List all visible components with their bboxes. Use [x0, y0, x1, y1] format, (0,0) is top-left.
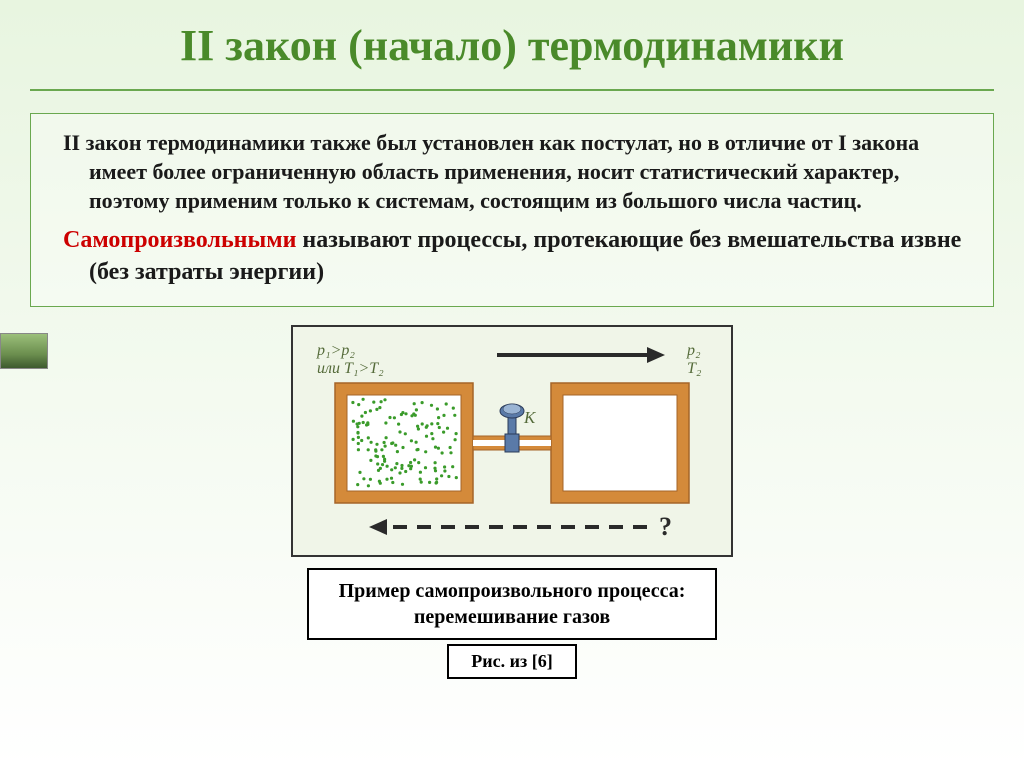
sidebar-thumbnail — [0, 333, 48, 369]
caption-line-1: Пример самопроизвольного процесса: — [339, 578, 686, 604]
paragraph-2: Самопроизвольными называют процессы, про… — [47, 225, 977, 288]
spontaneous-term: Самопроизвольными — [63, 227, 296, 253]
svg-text:?: ? — [659, 512, 672, 541]
svg-text:p₁>p₂: p₁>p₂ — [316, 342, 355, 359]
svg-text:T₂: T₂ — [687, 360, 702, 377]
svg-text:K: K — [523, 408, 537, 427]
gas-mixing-diagram: p₁>p₂или T₁>T₂ p₂T₂ K? — [291, 325, 733, 557]
reference-text: Рис. из [6] — [471, 651, 552, 672]
caption-line-2: перемешивание газов — [339, 604, 686, 630]
diagram-area: p₁>p₂или T₁>T₂ p₂T₂ K? Пример самопроизвол… — [30, 325, 994, 679]
svg-text:p₂: p₂ — [686, 342, 701, 359]
caption-box: Пример самопроизвольного процесса: перем… — [307, 568, 718, 640]
svg-text:или T₁>T₂: или T₁>T₂ — [317, 360, 384, 377]
paragraph-1: II закон термодинамики также был установ… — [47, 128, 977, 215]
content-block: II закон термодинамики также был установ… — [30, 113, 994, 307]
reference-box: Рис. из [6] — [447, 644, 576, 679]
slide-title: II закон (начало) термодинамики — [30, 20, 994, 91]
diagram-svg: p₁>p₂или T₁>T₂ p₂T₂ K? — [307, 335, 717, 545]
